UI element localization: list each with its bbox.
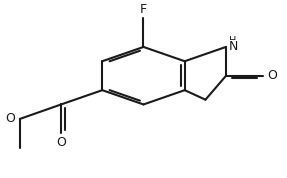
Text: O: O — [267, 69, 277, 82]
Text: N: N — [229, 40, 238, 53]
Text: H: H — [229, 36, 236, 46]
Text: O: O — [5, 112, 15, 125]
Text: F: F — [140, 3, 147, 16]
Text: O: O — [56, 136, 66, 149]
